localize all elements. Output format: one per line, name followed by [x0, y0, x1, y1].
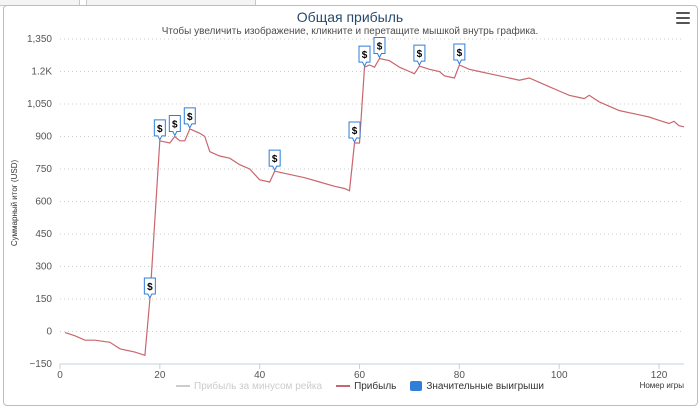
win-flag: $ [453, 43, 466, 66]
legend-box-icon [410, 381, 423, 391]
win-flag-label: $ [272, 154, 278, 165]
profit-line [64, 57, 685, 357]
x-tick-label: 120 [651, 370, 668, 381]
x-tick-label: 60 [354, 370, 366, 381]
y-tick-label: 750 [35, 164, 52, 175]
win-flag-label: $ [457, 48, 463, 59]
y-tick-label: 1,050 [27, 99, 52, 110]
y-tick-label: 1,350 [27, 34, 52, 45]
legend: Прибыль за минусом рейка Прибыль Значитель… [176, 379, 544, 393]
win-flag-label: $ [417, 49, 423, 60]
win-flag-label: $ [187, 112, 193, 123]
win-flag: $ [358, 45, 371, 68]
legend-item[interactable]: Значительные выигрыши [410, 379, 544, 393]
x-tick-label: 20 [154, 370, 166, 381]
flags-layer: $ $ $ $ $ $ $ $ $ $ [143, 37, 466, 300]
win-flag: $ [348, 121, 361, 144]
chart-subtitle: Чтобы увеличить изображение, кликните и … [161, 26, 539, 37]
win-flag: $ [413, 44, 426, 67]
win-flag-label: $ [377, 42, 383, 53]
y-tick-label: 1.2K [31, 67, 52, 78]
legend-item[interactable]: Прибыль за минусом рейка [176, 379, 322, 393]
legend-label: Прибыль [354, 380, 397, 392]
y-tick-label: 150 [35, 294, 52, 305]
win-flag-label: $ [172, 120, 178, 131]
x-axis-title: Номер игры [640, 381, 685, 390]
win-flag: $ [143, 277, 156, 300]
y-tick-label: 450 [35, 229, 52, 240]
hamburger-menu-icon[interactable] [676, 12, 690, 24]
x-tick-label: 40 [254, 370, 266, 381]
legend-item[interactable]: Прибыль [336, 379, 396, 393]
x-tick-label: 100 [551, 370, 568, 381]
win-flag-label: $ [157, 124, 163, 135]
series-layer [64, 57, 685, 357]
legend-line-icon [176, 385, 190, 387]
win-flag: $ [168, 115, 181, 137]
y-axis: −150 0 150 300 450 600 750 900 1,050 1.2K 1,350 [27, 34, 52, 370]
x-axis: 0 20 40 60 80 100 120 [57, 364, 668, 381]
legend-label: Значительные выигрыши [426, 380, 544, 392]
win-flag-label: $ [352, 126, 358, 137]
chart-container [3, 5, 698, 406]
win-flag: $ [153, 119, 166, 141]
y-tick-label: 300 [35, 262, 52, 273]
chart-title: Общая прибыль [296, 9, 404, 25]
y-axis-title: Суммарный итог (USD) [10, 160, 19, 247]
y-tick-label: 900 [35, 132, 52, 143]
win-flag: $ [373, 37, 386, 59]
x-tick-label: 80 [454, 370, 466, 381]
win-flag-label: $ [147, 282, 153, 293]
y-tick-label: −150 [29, 359, 52, 370]
x-tick-label: 0 [57, 370, 63, 381]
y-tick-label: 0 [46, 327, 52, 338]
win-flag: $ [268, 149, 281, 172]
win-flag-label: $ [362, 50, 368, 61]
legend-label: Прибыль за минусом рейка [194, 380, 323, 392]
legend-line-icon [336, 385, 351, 387]
y-tick-label: 600 [35, 197, 52, 208]
grid-lines [60, 38, 684, 332]
win-flag: $ [183, 107, 196, 130]
